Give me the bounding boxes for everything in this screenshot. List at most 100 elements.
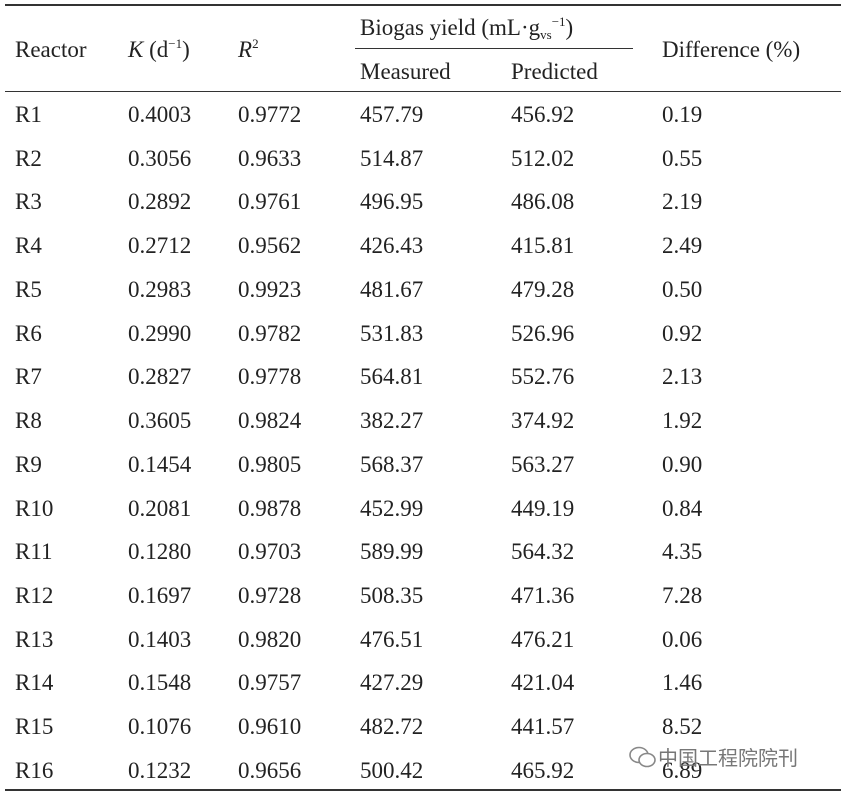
table-cell: 496.95	[360, 189, 424, 215]
table-cell: R1	[15, 102, 42, 127]
table-cell: R7	[15, 364, 42, 390]
header-cell: Difference (%)	[662, 37, 801, 62]
table-cell: R8	[15, 408, 42, 434]
table-cell: 0.9824	[238, 408, 302, 434]
table-cell: 0.9761	[238, 189, 302, 215]
table-cell: 486.08	[511, 189, 575, 215]
table-cell: 0.3605	[128, 408, 192, 434]
table-cell: 2.13	[662, 364, 703, 390]
bottom-rule	[5, 789, 841, 791]
table-cell: 0.1076	[128, 714, 192, 740]
table-cell: 531.83	[360, 320, 424, 346]
table-cell: 457.79	[360, 102, 424, 127]
table-cell: 0.1232	[128, 757, 192, 783]
table-cell: 479.28	[511, 276, 575, 302]
table-cell: 0.2712	[128, 233, 192, 259]
top-rule	[5, 4, 841, 6]
table-cell: 0.90	[662, 451, 703, 477]
table-cell: 0.1697	[128, 583, 192, 609]
table-cell: 0.2983	[128, 276, 192, 302]
table-cell: 441.57	[511, 714, 575, 740]
table-cell: R13	[15, 626, 54, 652]
table-cell: 1.46	[662, 670, 703, 696]
header-cell: Measured	[360, 59, 451, 84]
table-cell: 563.27	[511, 451, 575, 477]
table-cell: 0.9782	[238, 320, 302, 346]
header-rule	[5, 91, 841, 92]
table-cell: 465.92	[511, 757, 575, 783]
table-cell: 0.3056	[128, 145, 192, 171]
table-cell: 0.9778	[238, 364, 302, 390]
subscript: vs	[540, 27, 552, 42]
table-cell: R3	[15, 189, 42, 215]
header-cell: R2	[238, 36, 259, 62]
table-cell: 0.4003	[128, 102, 192, 127]
table-cell: 476.51	[360, 626, 424, 652]
table-cell: 2.19	[662, 189, 703, 215]
table-cell: R2	[15, 145, 42, 171]
table-cell: 0.19	[662, 102, 703, 127]
group-rule	[355, 48, 633, 49]
table-cell: 0.9772	[238, 102, 302, 127]
table-cell: 0.9610	[238, 714, 302, 740]
table-cell: 0.55	[662, 145, 703, 171]
table-cell: R5	[15, 276, 42, 302]
symbol: K	[128, 37, 144, 62]
header-cell: Reactor	[15, 37, 87, 62]
table-cell: 514.87	[360, 145, 424, 171]
table-cell: 2.49	[662, 233, 703, 259]
table-cell: 0.92	[662, 320, 703, 346]
watermark-icon	[629, 746, 656, 767]
table-cell: 0.2892	[128, 189, 192, 215]
table-cell: 481.67	[360, 276, 424, 302]
table-cell: 6.89	[662, 757, 703, 783]
table-cell: 589.99	[360, 539, 424, 565]
table-cell: 471.36	[511, 583, 575, 609]
table-cell: 0.2081	[128, 495, 192, 521]
exponent: −1	[551, 14, 566, 29]
table-cell: 374.92	[511, 408, 575, 434]
header-cell: K (d−1)	[128, 37, 190, 62]
table-cell: 0.9728	[238, 583, 302, 609]
table-cell: R12	[15, 583, 54, 609]
header-cell: Predicted	[511, 59, 598, 84]
table-cell: 0.9923	[238, 276, 302, 302]
table-cell: 426.43	[360, 233, 424, 259]
table-cell: 568.37	[360, 451, 424, 477]
table-cell: 0.84	[662, 495, 703, 521]
unit: (d	[143, 37, 169, 62]
table-cell: 0.06	[662, 626, 703, 652]
table-cell: 0.9633	[238, 145, 302, 171]
table-cell: 0.2990	[128, 320, 192, 346]
table-cell: 526.96	[511, 320, 575, 346]
table-cell: 512.02	[511, 145, 575, 171]
table-cell: 0.9562	[238, 233, 302, 259]
table-cell: 0.50	[662, 276, 703, 302]
watermark: 中国工程院院刊	[628, 742, 798, 771]
table-cell: 415.81	[511, 233, 575, 259]
table-cell: 0.9656	[238, 757, 302, 783]
unit: Biogas yield (mL·g	[360, 15, 541, 40]
table-cell: 564.81	[360, 364, 424, 390]
table-cell: 1.92	[662, 408, 703, 434]
table-cell: 456.92	[511, 102, 575, 127]
table-cell: 382.27	[360, 408, 424, 434]
watermark-text: 中国工程院院刊	[658, 746, 798, 770]
table-cell: 427.29	[360, 670, 424, 696]
table-cell: 500.42	[360, 757, 424, 783]
table-cell: R14	[15, 670, 54, 696]
table-cell: 449.19	[511, 495, 575, 521]
unit: )	[565, 15, 574, 40]
table-cell: 0.9878	[238, 495, 302, 521]
table-cell: 0.1403	[128, 626, 192, 652]
symbol: R	[238, 37, 253, 62]
table-cell: 0.9805	[238, 451, 302, 477]
table-cell: 0.1548	[128, 670, 192, 696]
table-cell: 0.1454	[128, 451, 192, 477]
table-cell: 476.21	[511, 626, 575, 652]
table-cell: 421.04	[511, 670, 575, 696]
table-cell: 564.32	[511, 539, 575, 565]
exponent: 2	[252, 36, 259, 51]
table-cell: R15	[15, 714, 54, 740]
